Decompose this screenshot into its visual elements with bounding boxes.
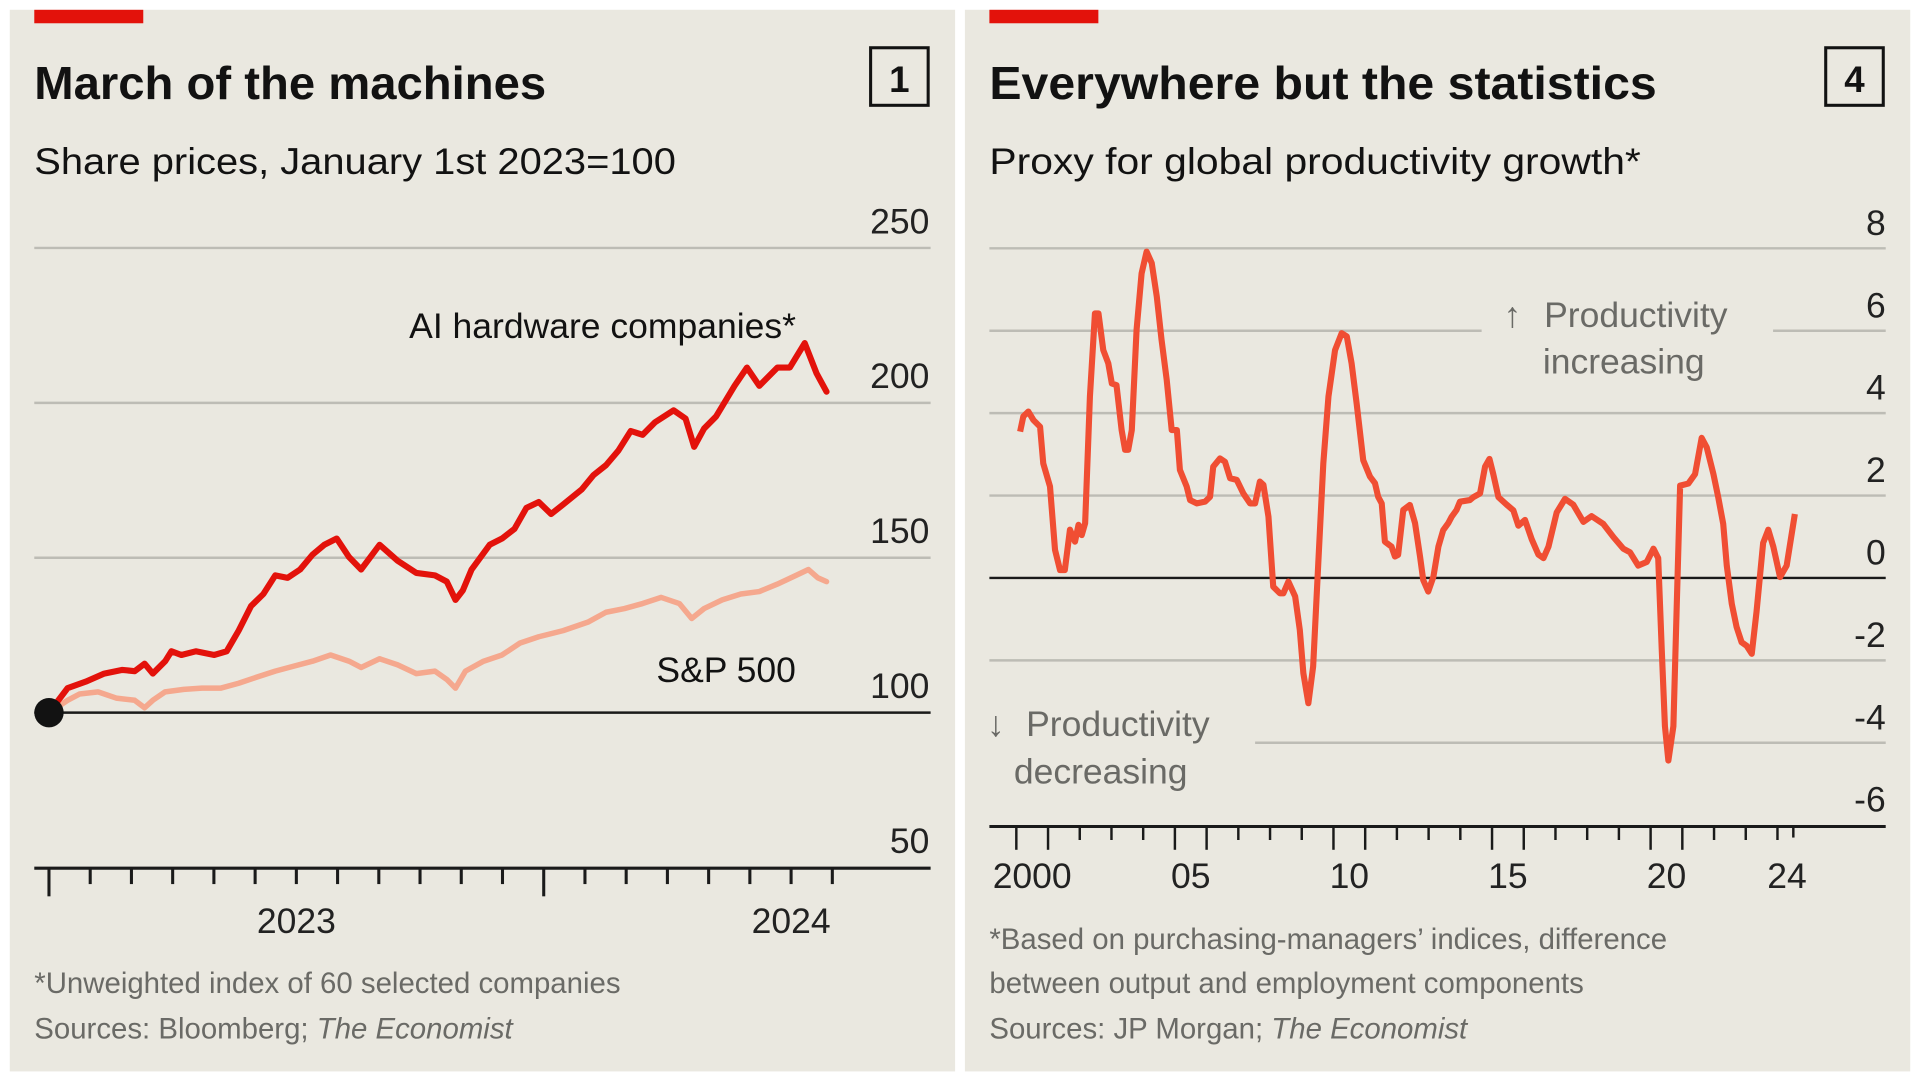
y-tick-label: -4	[1854, 697, 1886, 737]
sources: Sources: JP Morgan; The Economist	[989, 1012, 1469, 1045]
chart-number: 1	[889, 59, 909, 100]
y-tick-label: 2	[1866, 450, 1886, 490]
x-tick-label: 2000	[993, 856, 1072, 896]
y-tick-label: 50	[890, 821, 930, 861]
annotation-line2: increasing	[1543, 341, 1705, 381]
panel-march-of-the-machines: March of the machines 1 Share prices, Ja…	[9, 9, 956, 1072]
y-tick-label: 4	[1866, 368, 1886, 408]
x-axis: 2023 2024	[34, 866, 931, 941]
productivity-line	[1017, 248, 1798, 764]
footnote-line2: between output and employment components	[989, 967, 1583, 1000]
sp500-label: S&P 500	[656, 650, 796, 690]
sources-prefix: Sources: JP Morgan;	[989, 1012, 1271, 1045]
x-tick-label: 15	[1488, 856, 1527, 896]
y-tick-label: 150	[870, 511, 929, 551]
footnote-line1: *Based on purchasing-managers’ indices, …	[989, 923, 1667, 956]
x-tick-label: 20	[1647, 856, 1687, 896]
x-tick-label: 2024	[752, 901, 831, 941]
accent-bar	[989, 9, 1099, 24]
series-lines	[34, 340, 830, 728]
arrow-up-icon: ↑	[1504, 295, 1522, 335]
y-tick-label: 0	[1866, 532, 1886, 572]
arrow-down-icon: ↓	[987, 704, 1005, 744]
y-tick-label: 200	[870, 356, 929, 396]
annotation-line2: decreasing	[1014, 752, 1188, 792]
chart-number: 4	[1844, 59, 1865, 100]
y-tick-label: 100	[870, 666, 929, 706]
annotation-line1: Productivity	[1026, 704, 1210, 744]
y-tick-label: 8	[1866, 203, 1886, 243]
annotation-productivity-increasing: ↑ Productivity increasing	[1504, 295, 1728, 382]
panel-background	[9, 9, 956, 1072]
chart-subtitle: Share prices, January 1st 2023=100	[34, 141, 676, 182]
sources: Sources: Bloomberg; The Economist	[34, 1012, 514, 1045]
annotation-productivity-decreasing: ↓ Productivity decreasing	[987, 704, 1210, 792]
series-lines	[1017, 248, 1798, 764]
y-tick-label: -2	[1854, 615, 1886, 655]
chart-title: March of the machines	[34, 57, 546, 109]
base-point-marker	[34, 697, 64, 728]
sp500-line	[46, 566, 830, 716]
sources-prefix: Sources: Bloomberg;	[34, 1012, 316, 1045]
chart-number-box	[869, 46, 930, 107]
ai-hardware-label: AI hardware companies*	[409, 306, 796, 346]
x-axis: 2000 05 10 15 20 24	[989, 825, 1886, 896]
gridlines	[989, 247, 1886, 744]
y-tick-label: 6	[1866, 285, 1886, 325]
x-tick-label: 24	[1767, 856, 1807, 896]
sources-publication: The Economist	[1271, 1012, 1469, 1045]
annotation-line1: Productivity	[1544, 295, 1728, 335]
y-axis-labels: -6 -4 -2 0 2 4 6 8	[1854, 203, 1886, 820]
y-tick-label: 250	[870, 201, 929, 241]
ai-hardware-line	[45, 340, 830, 716]
footnote: *Unweighted index of 60 selected compani…	[34, 967, 620, 1000]
y-axis-labels: 50 100 150 200 250	[870, 201, 929, 861]
x-tick-label: 10	[1330, 856, 1369, 896]
sources-publication: The Economist	[317, 1012, 515, 1045]
chart-title: Everywhere but the statistics	[989, 57, 1656, 109]
y-tick-label: -6	[1854, 780, 1886, 820]
accent-bar	[34, 9, 144, 24]
panel-everywhere-but-the-statistics: Everywhere but the statistics 4 Proxy fo…	[964, 9, 1911, 1072]
x-tick-label: 05	[1171, 856, 1211, 896]
chart-subtitle: Proxy for global productivity growth*	[989, 141, 1640, 182]
x-tick-label: 2023	[257, 901, 336, 941]
chart-number-box	[1824, 46, 1885, 107]
